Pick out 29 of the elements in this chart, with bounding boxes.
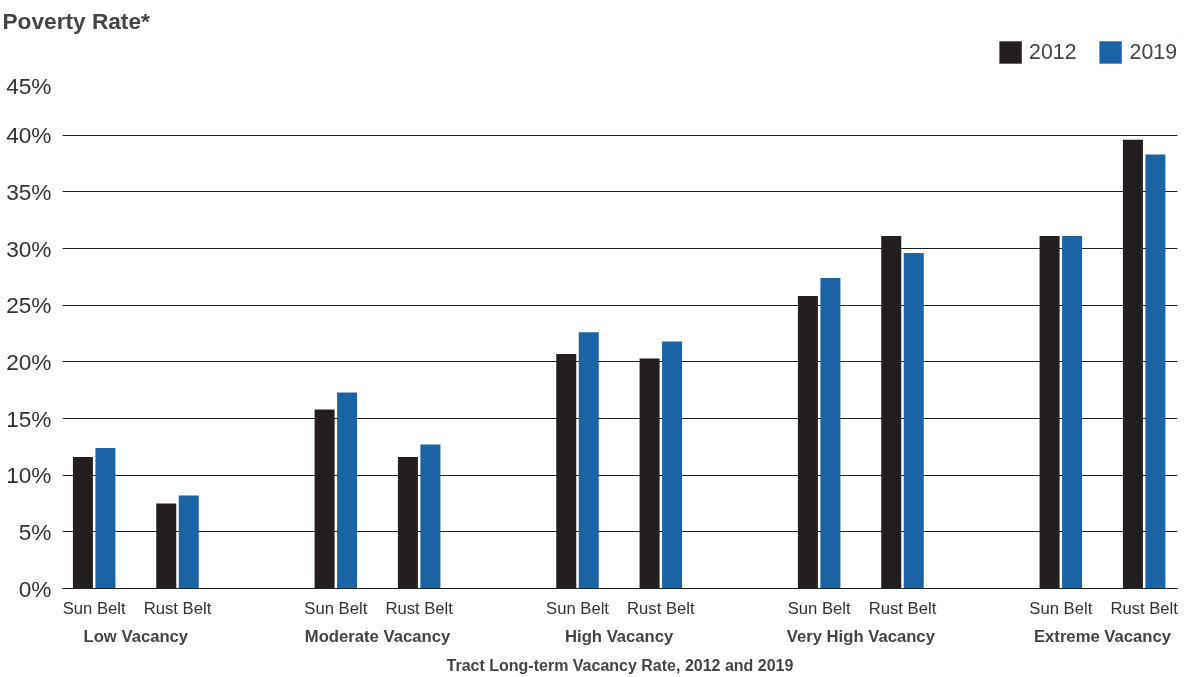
y-tick-label: 25% bbox=[6, 292, 52, 319]
y-tick-label: 10% bbox=[6, 462, 52, 489]
legend-label: 2012 bbox=[1029, 39, 1077, 65]
y-tick-label: 40% bbox=[6, 122, 52, 149]
text: Low Vacancy bbox=[83, 626, 189, 646]
text: High Vacancy bbox=[565, 626, 675, 646]
legend-label: 2019 bbox=[1129, 39, 1177, 65]
x-tick-label: Rust Belt bbox=[868, 598, 937, 618]
y-tick-label: 30% bbox=[6, 235, 52, 262]
y-tick-label: 0% bbox=[18, 575, 52, 602]
text: Extreme Vacancy bbox=[1033, 626, 1172, 646]
y-tick-label: 35% bbox=[6, 178, 52, 205]
x-tick-label: Rust Belt bbox=[627, 598, 695, 618]
x-tick-label: Rust Belt bbox=[143, 598, 212, 618]
y-tick-label: 45% bbox=[6, 72, 52, 99]
x-axis-title: Tract Long-term Vacancy Rate, 2012 and 2019 bbox=[446, 656, 794, 674]
y-tick-label: 5% bbox=[18, 518, 52, 545]
y-tick-label: 20% bbox=[6, 348, 52, 375]
y-axis-title: Poverty Rate* bbox=[2, 7, 151, 34]
text: Moderate Vacancy bbox=[304, 626, 451, 646]
y-tick-label: 15% bbox=[6, 405, 52, 432]
x-tick-label: Sun Belt bbox=[546, 598, 610, 618]
x-tick-label: Sun Belt bbox=[62, 598, 127, 618]
x-tick-label: Rust Belt bbox=[385, 598, 454, 618]
text: Very High Vacancy bbox=[786, 626, 936, 646]
x-tick-label: Rust Belt bbox=[1110, 598, 1179, 618]
x-tick-label: Sun Belt bbox=[1029, 598, 1093, 618]
x-tick-label: Sun Belt bbox=[787, 598, 852, 618]
x-tick-label: Sun Belt bbox=[304, 598, 368, 618]
